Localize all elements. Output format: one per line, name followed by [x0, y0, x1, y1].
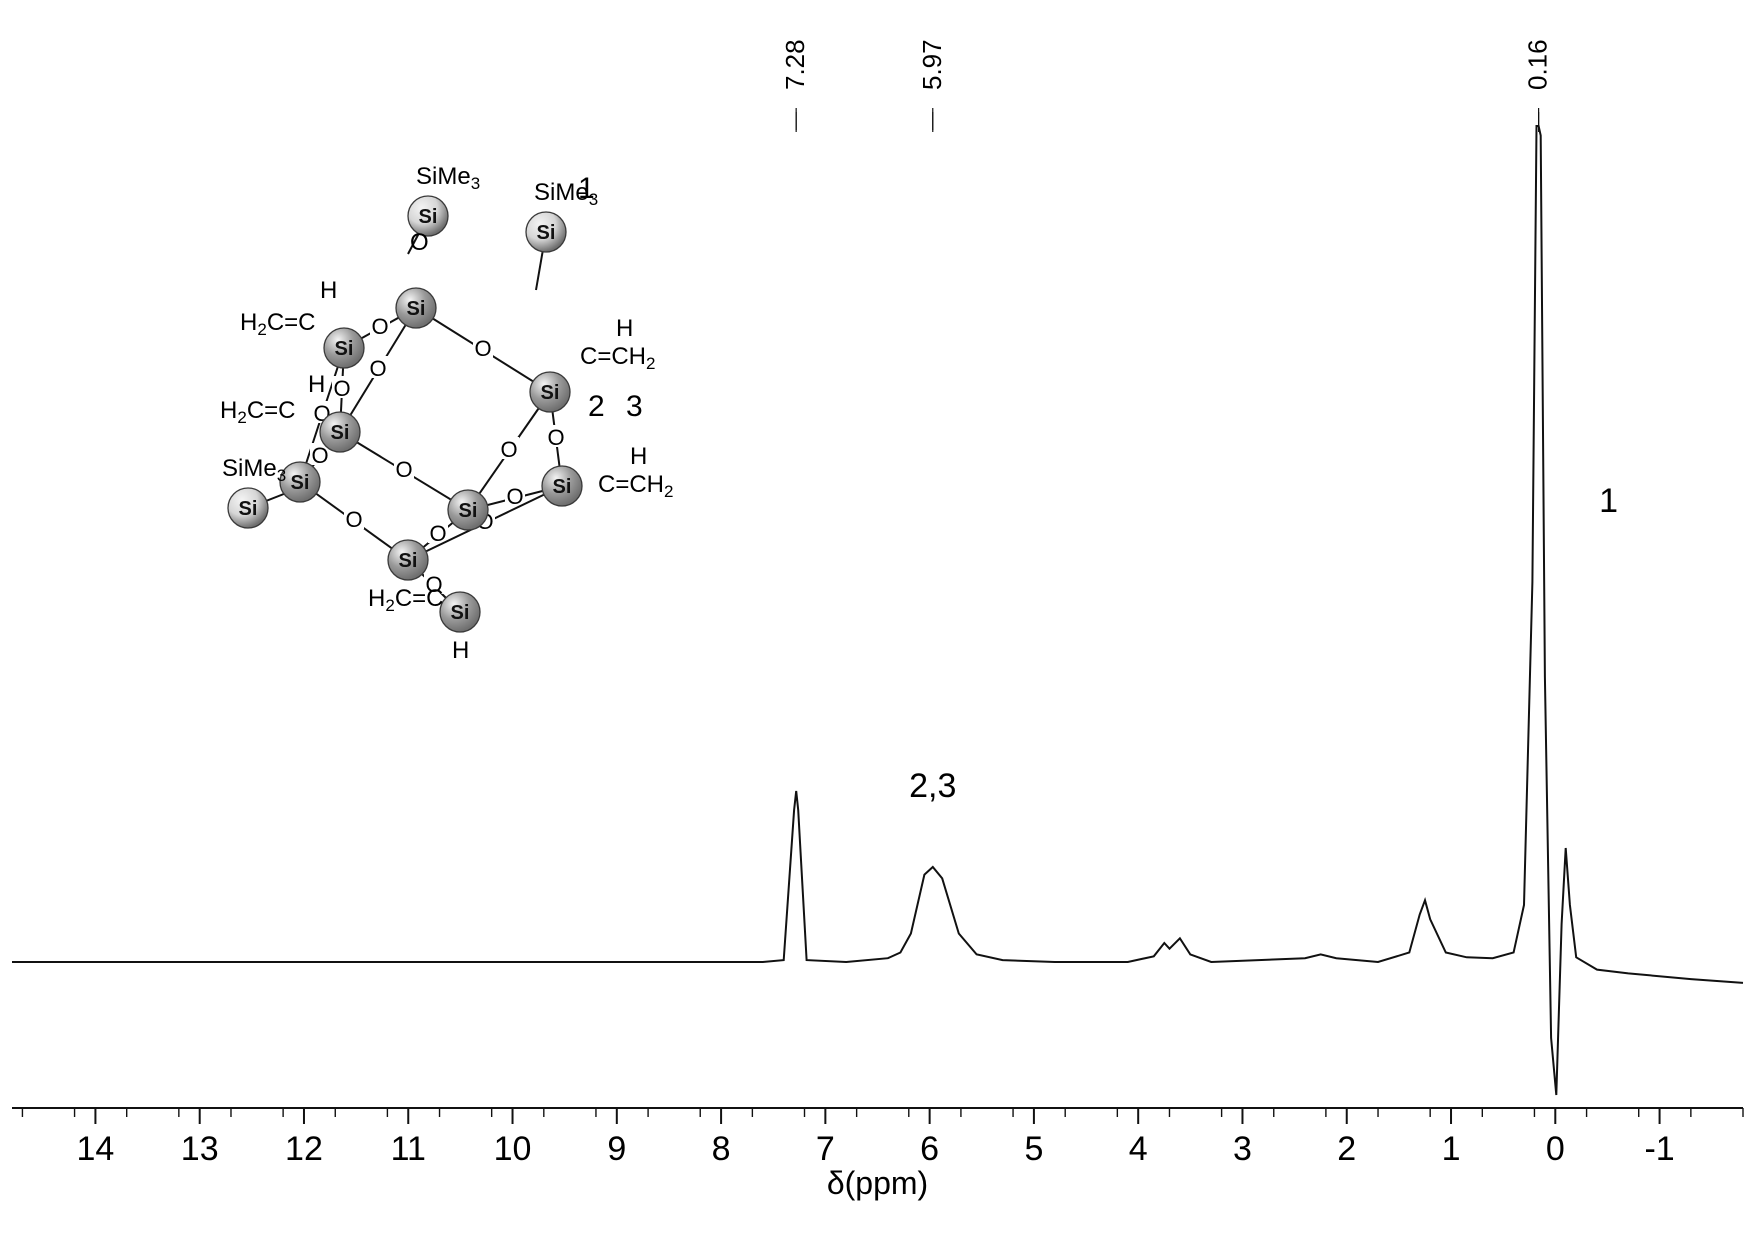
atom-label: Si [459, 500, 478, 522]
xaxis-label: δ(ppm) [827, 1165, 928, 1201]
peak-value-label: 5.97 [917, 39, 947, 90]
atom-label: Si [239, 498, 258, 520]
bond-o-label: O [500, 437, 517, 462]
peak-annotation: 1 [1599, 482, 1618, 520]
structure-text: H2C=C [368, 585, 444, 615]
figure-svg: 7.285.970.162,3114131211109876543210-1δ(… [0, 0, 1755, 1231]
xaxis-tick-label: 8 [712, 1130, 731, 1168]
bond-o-label: O [547, 425, 564, 450]
structure-text: H [308, 371, 325, 398]
spectrum-trace [12, 126, 1743, 1095]
peak-annotation: 2,3 [909, 767, 956, 805]
structure-text: 2 [588, 390, 605, 423]
xaxis-tick-label: 4 [1129, 1130, 1148, 1168]
bond-o-label: O [371, 314, 388, 339]
xaxis-tick-label: 14 [77, 1130, 115, 1168]
structure-text: SiMe3 [222, 455, 286, 485]
structure-text: O [410, 229, 429, 256]
atom-label: Si [291, 472, 310, 494]
xaxis-tick-label: 3 [1233, 1130, 1252, 1168]
structure-text: H [320, 277, 337, 304]
atom-label: Si [553, 476, 572, 498]
xaxis-tick-label: 10 [494, 1130, 532, 1168]
structure-text: C=CH2 [598, 471, 673, 501]
xaxis-tick-label: 7 [816, 1130, 835, 1168]
peak-value-label: 0.16 [1523, 39, 1553, 90]
xaxis-tick-label: 2 [1337, 1130, 1356, 1168]
xaxis-tick-label: 13 [181, 1130, 219, 1168]
atom-label: Si [335, 338, 354, 360]
structure-text: H [616, 315, 633, 342]
xaxis-tick-label: 9 [607, 1130, 626, 1168]
atom-label: Si [407, 298, 426, 320]
xaxis-tick-label: 0 [1546, 1130, 1565, 1168]
peak-value-label: 7.28 [780, 39, 810, 90]
atom-label: Si [419, 206, 438, 228]
bond-o-label: O [345, 507, 362, 532]
bond-o-label: O [369, 356, 386, 381]
xaxis-tick-label: 6 [920, 1130, 939, 1168]
structure-text: H [452, 637, 469, 664]
xaxis-tick-label: 5 [1024, 1130, 1043, 1168]
atom-label: Si [537, 222, 556, 244]
atom-label: Si [399, 550, 418, 572]
xaxis-tick-label: 1 [1442, 1130, 1461, 1168]
bond-o-label: O [474, 336, 491, 361]
structure-text: C=CH2 [580, 343, 655, 373]
xaxis-tick-label: 12 [285, 1130, 323, 1168]
structure-text: SiMe3 [416, 163, 480, 193]
atom-label: Si [451, 602, 470, 624]
structure-text: H [630, 443, 647, 470]
molecular-structure: OOOOOOOOOOOOOOSiSiSiSiSiSiSiSiSiSiSiSiSi… [220, 163, 673, 664]
structure-text: 3 [626, 390, 643, 423]
nmr-figure: 7.285.970.162,3114131211109876543210-1δ(… [0, 0, 1755, 1231]
atom-label: Si [541, 382, 560, 404]
atom-label: Si [331, 422, 350, 444]
structure-text: 1 [578, 172, 595, 205]
structure-text: H2C=C [240, 309, 316, 339]
bond-o-label: O [333, 376, 350, 401]
xaxis-tick-label: -1 [1644, 1130, 1674, 1168]
xaxis-tick-label: 11 [391, 1130, 426, 1168]
structure-text: H2C=C [220, 397, 296, 427]
bond-o-label: O [395, 457, 412, 482]
